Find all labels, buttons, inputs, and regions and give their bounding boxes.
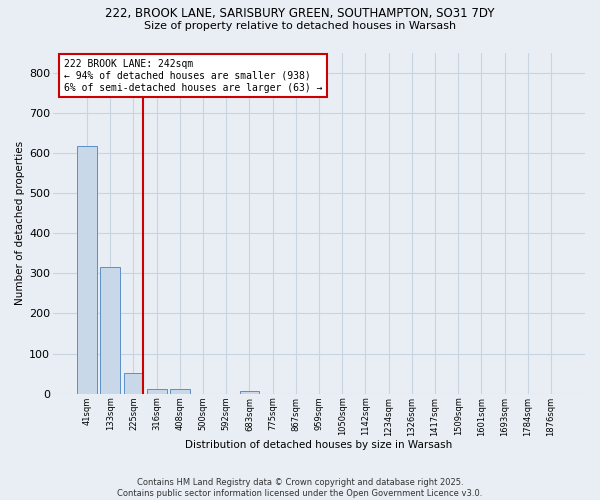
Text: Size of property relative to detached houses in Warsash: Size of property relative to detached ho… bbox=[144, 21, 456, 31]
Text: 222, BROOK LANE, SARISBURY GREEN, SOUTHAMPTON, SO31 7DY: 222, BROOK LANE, SARISBURY GREEN, SOUTHA… bbox=[105, 8, 495, 20]
Bar bbox=[239, 390, 259, 394]
Y-axis label: Number of detached properties: Number of detached properties bbox=[15, 141, 25, 305]
Bar bbox=[147, 390, 167, 394]
Text: 222 BROOK LANE: 242sqm
← 94% of detached houses are smaller (938)
6% of semi-det: 222 BROOK LANE: 242sqm ← 94% of detached… bbox=[64, 60, 322, 92]
X-axis label: Distribution of detached houses by size in Warsash: Distribution of detached houses by size … bbox=[185, 440, 452, 450]
Bar bbox=[124, 373, 143, 394]
Text: Contains HM Land Registry data © Crown copyright and database right 2025.
Contai: Contains HM Land Registry data © Crown c… bbox=[118, 478, 482, 498]
Bar bbox=[170, 388, 190, 394]
Bar bbox=[77, 146, 97, 394]
Bar bbox=[100, 266, 120, 394]
